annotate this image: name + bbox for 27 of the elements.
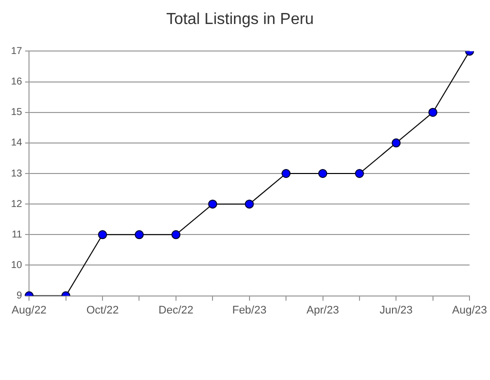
y-tick-label: 14 xyxy=(11,138,23,149)
x-tick-label: Jun/23 xyxy=(380,304,413,316)
y-tick-label: 17 xyxy=(11,46,23,57)
y-tick-label: 16 xyxy=(11,76,23,88)
point xyxy=(428,108,438,117)
point xyxy=(282,169,291,178)
x-tick-label: Feb/23 xyxy=(232,304,266,316)
point xyxy=(354,169,364,178)
chart-title: Total Listings in Peru xyxy=(166,11,314,28)
point xyxy=(318,169,328,178)
y-tick-label: 10 xyxy=(11,260,23,271)
x-tick-label: Oct/22 xyxy=(86,304,119,316)
point xyxy=(208,200,218,209)
x-tick-label: Dec/22 xyxy=(158,304,194,316)
y-tick-label: 12 xyxy=(11,198,23,210)
x-tick-label: Aug/23 xyxy=(452,304,488,316)
point xyxy=(134,230,144,240)
y-tick-label: 15 xyxy=(11,107,23,118)
point xyxy=(244,200,254,209)
x-tick-label: Aug/22 xyxy=(12,304,47,316)
point xyxy=(392,138,401,148)
x-tick-label: Apr/23 xyxy=(306,304,339,316)
point xyxy=(171,230,180,240)
y-tick-label: 13 xyxy=(11,168,23,180)
y-tick-label: 9 xyxy=(16,290,23,302)
point xyxy=(98,230,108,240)
y-tick-label: 11 xyxy=(12,229,23,240)
